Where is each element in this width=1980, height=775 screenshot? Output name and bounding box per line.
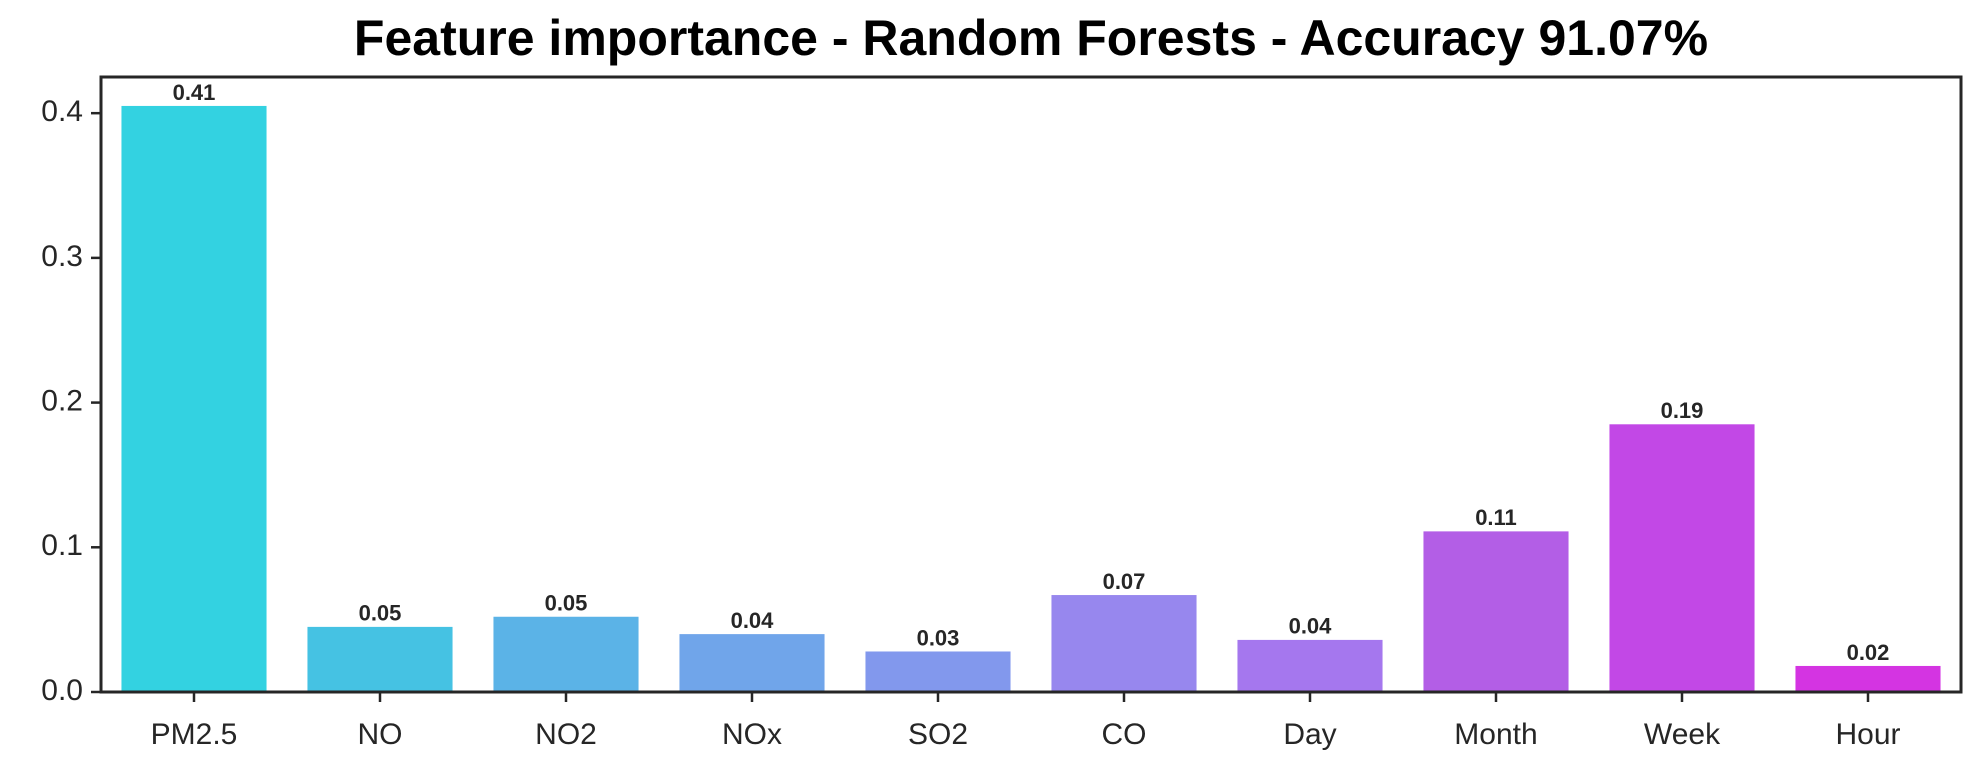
bar: [1423, 531, 1569, 692]
bar: [493, 616, 639, 692]
value-label: 0.05: [359, 601, 402, 626]
x-tick-label: PM2.5: [151, 718, 238, 751]
value-label: 0.05: [545, 591, 588, 616]
value-label: 0.07: [1103, 569, 1146, 594]
value-label: 0.41: [173, 80, 216, 105]
y-tick-label: 0.1: [41, 529, 83, 562]
y-tick-label: 0.2: [41, 385, 83, 418]
bar: [121, 105, 267, 693]
x-tick-label: Hour: [1835, 718, 1900, 751]
x-tick-label: SO2: [908, 718, 968, 751]
bar: [1795, 665, 1941, 692]
bar: [865, 651, 1011, 692]
y-tick-label: 0.4: [41, 95, 83, 128]
value-label: 0.04: [731, 608, 775, 633]
bar: [1609, 424, 1755, 692]
x-tick-label: NOx: [722, 718, 782, 751]
bar: [1237, 639, 1383, 692]
value-label: 0.03: [917, 625, 960, 650]
x-tick-label: NO: [358, 718, 403, 751]
x-tick-label: Month: [1454, 718, 1537, 751]
bar: [1051, 595, 1197, 692]
x-tick-label: Day: [1283, 718, 1336, 751]
y-tick-label: 0.0: [41, 674, 83, 707]
x-tick-label: CO: [1102, 718, 1147, 751]
x-tick-label: Week: [1644, 718, 1721, 751]
value-label: 0.04: [1289, 614, 1333, 639]
plot-frame: [99, 75, 1963, 694]
value-label: 0.02: [1847, 640, 1890, 665]
x-tick-label: NO2: [535, 718, 597, 751]
bar: [307, 626, 453, 692]
bar: [679, 634, 825, 692]
value-label: 0.19: [1661, 398, 1704, 423]
chart-title: Feature importance - Random Forests - Ac…: [354, 10, 1708, 66]
y-tick-label: 0.3: [41, 240, 83, 273]
value-label: 0.11: [1475, 505, 1517, 530]
